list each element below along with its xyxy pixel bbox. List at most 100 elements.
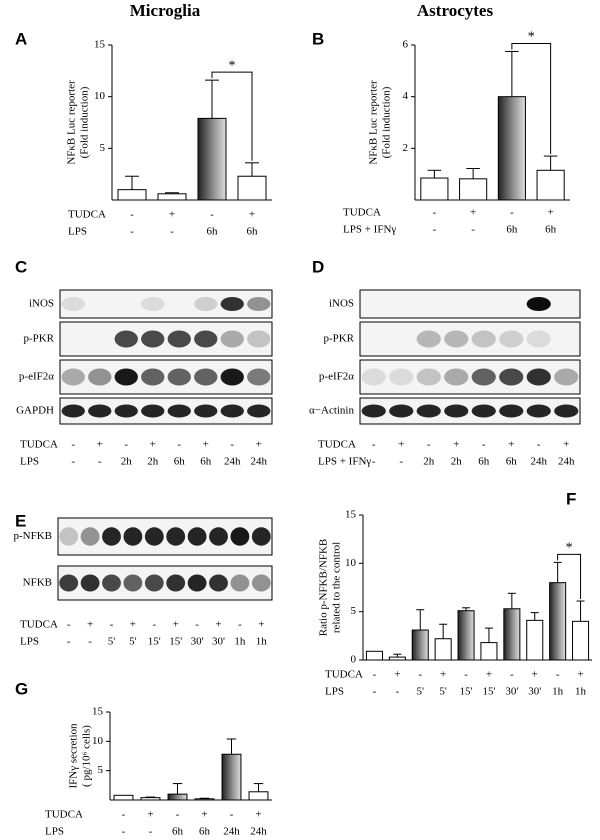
- condition-entry: 5': [129, 636, 137, 648]
- condition-entry: +: [169, 209, 175, 221]
- band: [416, 330, 441, 348]
- bar: [503, 608, 521, 661]
- condition-entry: 15': [148, 636, 161, 648]
- panel-label: B: [312, 29, 324, 48]
- y-tick-label: 10: [94, 90, 106, 102]
- band: [166, 527, 186, 546]
- bar: [480, 642, 498, 661]
- band: [141, 297, 165, 311]
- band: [80, 527, 100, 546]
- condition-label: TUDCA: [20, 619, 58, 631]
- band: [526, 330, 551, 348]
- band: [166, 574, 186, 592]
- condition-entry: +: [508, 439, 514, 451]
- bar: [411, 629, 429, 661]
- condition-entry: +: [470, 207, 476, 219]
- band: [499, 330, 524, 348]
- condition-entry: -: [464, 669, 468, 681]
- y-axis-label: NFκB Luc reporter: [66, 80, 78, 165]
- condition-entry: 30': [528, 686, 541, 698]
- y-axis-label: (Fold induction): [381, 86, 393, 158]
- bar: [167, 793, 188, 801]
- condition-entry: -: [510, 669, 514, 681]
- condition-entry: 6h: [174, 456, 186, 468]
- blot-row-label: α−Actinin: [309, 405, 354, 417]
- band: [220, 368, 244, 386]
- band: [361, 404, 386, 418]
- condition-entry: -: [110, 619, 114, 631]
- band: [194, 368, 218, 386]
- condition-label: LPS: [68, 226, 87, 238]
- bar: [549, 582, 567, 661]
- band: [526, 297, 551, 311]
- bar: [194, 798, 215, 801]
- band: [220, 404, 244, 418]
- band: [102, 574, 121, 592]
- y-tick-label: 15: [345, 509, 357, 521]
- y-tick-label: 10: [92, 735, 104, 747]
- condition-entry: +: [130, 619, 136, 631]
- condition-label: TUDCA: [45, 809, 83, 821]
- band: [247, 297, 271, 311]
- condition-label: TUDCA: [318, 439, 356, 451]
- condition-entry: 15': [169, 636, 182, 648]
- condition-entry: 6h: [545, 224, 557, 236]
- y-axis-label: related to the control: [331, 542, 343, 633]
- band: [416, 368, 441, 386]
- band: [554, 404, 579, 418]
- band: [194, 330, 218, 348]
- bar: [248, 791, 269, 801]
- condition-entry: -: [67, 619, 71, 631]
- condition-entry: -: [152, 619, 156, 631]
- condition-entry: -: [537, 439, 541, 451]
- condition-entry: -: [230, 439, 234, 451]
- condition-entry: 24h: [531, 456, 548, 468]
- bar: [157, 193, 187, 201]
- condition-entry: 24h: [223, 826, 240, 838]
- band: [220, 297, 244, 311]
- band: [141, 404, 165, 418]
- band: [114, 330, 138, 348]
- condition-entry: -: [399, 456, 403, 468]
- significance-bracket: [211, 71, 253, 161]
- condition-entry: 24h: [250, 826, 267, 838]
- band: [220, 330, 244, 348]
- condition-entry: -: [149, 826, 153, 838]
- condition-entry: +: [453, 439, 459, 451]
- condition-entry: 2h: [451, 456, 463, 468]
- band: [144, 574, 164, 592]
- band: [499, 404, 524, 418]
- bar: [237, 175, 267, 201]
- blot-row-label: iNOS: [29, 298, 54, 310]
- condition-entry: +: [548, 207, 554, 219]
- condition-entry: -: [230, 809, 234, 821]
- significance-bracket: [511, 42, 552, 155]
- band: [416, 404, 441, 418]
- condition-entry: 6h: [207, 226, 219, 238]
- condition-entry: -: [373, 686, 377, 698]
- band: [526, 404, 551, 418]
- band: [167, 368, 191, 386]
- condition-entry: 15': [460, 686, 473, 698]
- condition-entry: +: [440, 669, 446, 681]
- band: [247, 404, 271, 418]
- y-tick-label: 5: [98, 764, 104, 776]
- condition-label: TUDCA: [20, 439, 58, 451]
- condition-entry: +: [394, 669, 400, 681]
- blot-strip: [359, 321, 581, 357]
- y-tick-label: 4: [403, 90, 409, 102]
- band: [61, 297, 85, 311]
- panel-label: A: [15, 29, 27, 48]
- band: [194, 297, 218, 311]
- condition-entry: -: [396, 686, 400, 698]
- condition-entry: +: [258, 619, 264, 631]
- band: [144, 527, 164, 546]
- condition-entry: -: [177, 439, 181, 451]
- condition-entry: +: [97, 439, 103, 451]
- band: [194, 404, 218, 418]
- condition-label: TUDCA: [325, 669, 363, 681]
- y-tick-label: 5: [351, 605, 357, 617]
- significance-mark: *: [528, 30, 535, 45]
- condition-entry: 6h: [200, 456, 212, 468]
